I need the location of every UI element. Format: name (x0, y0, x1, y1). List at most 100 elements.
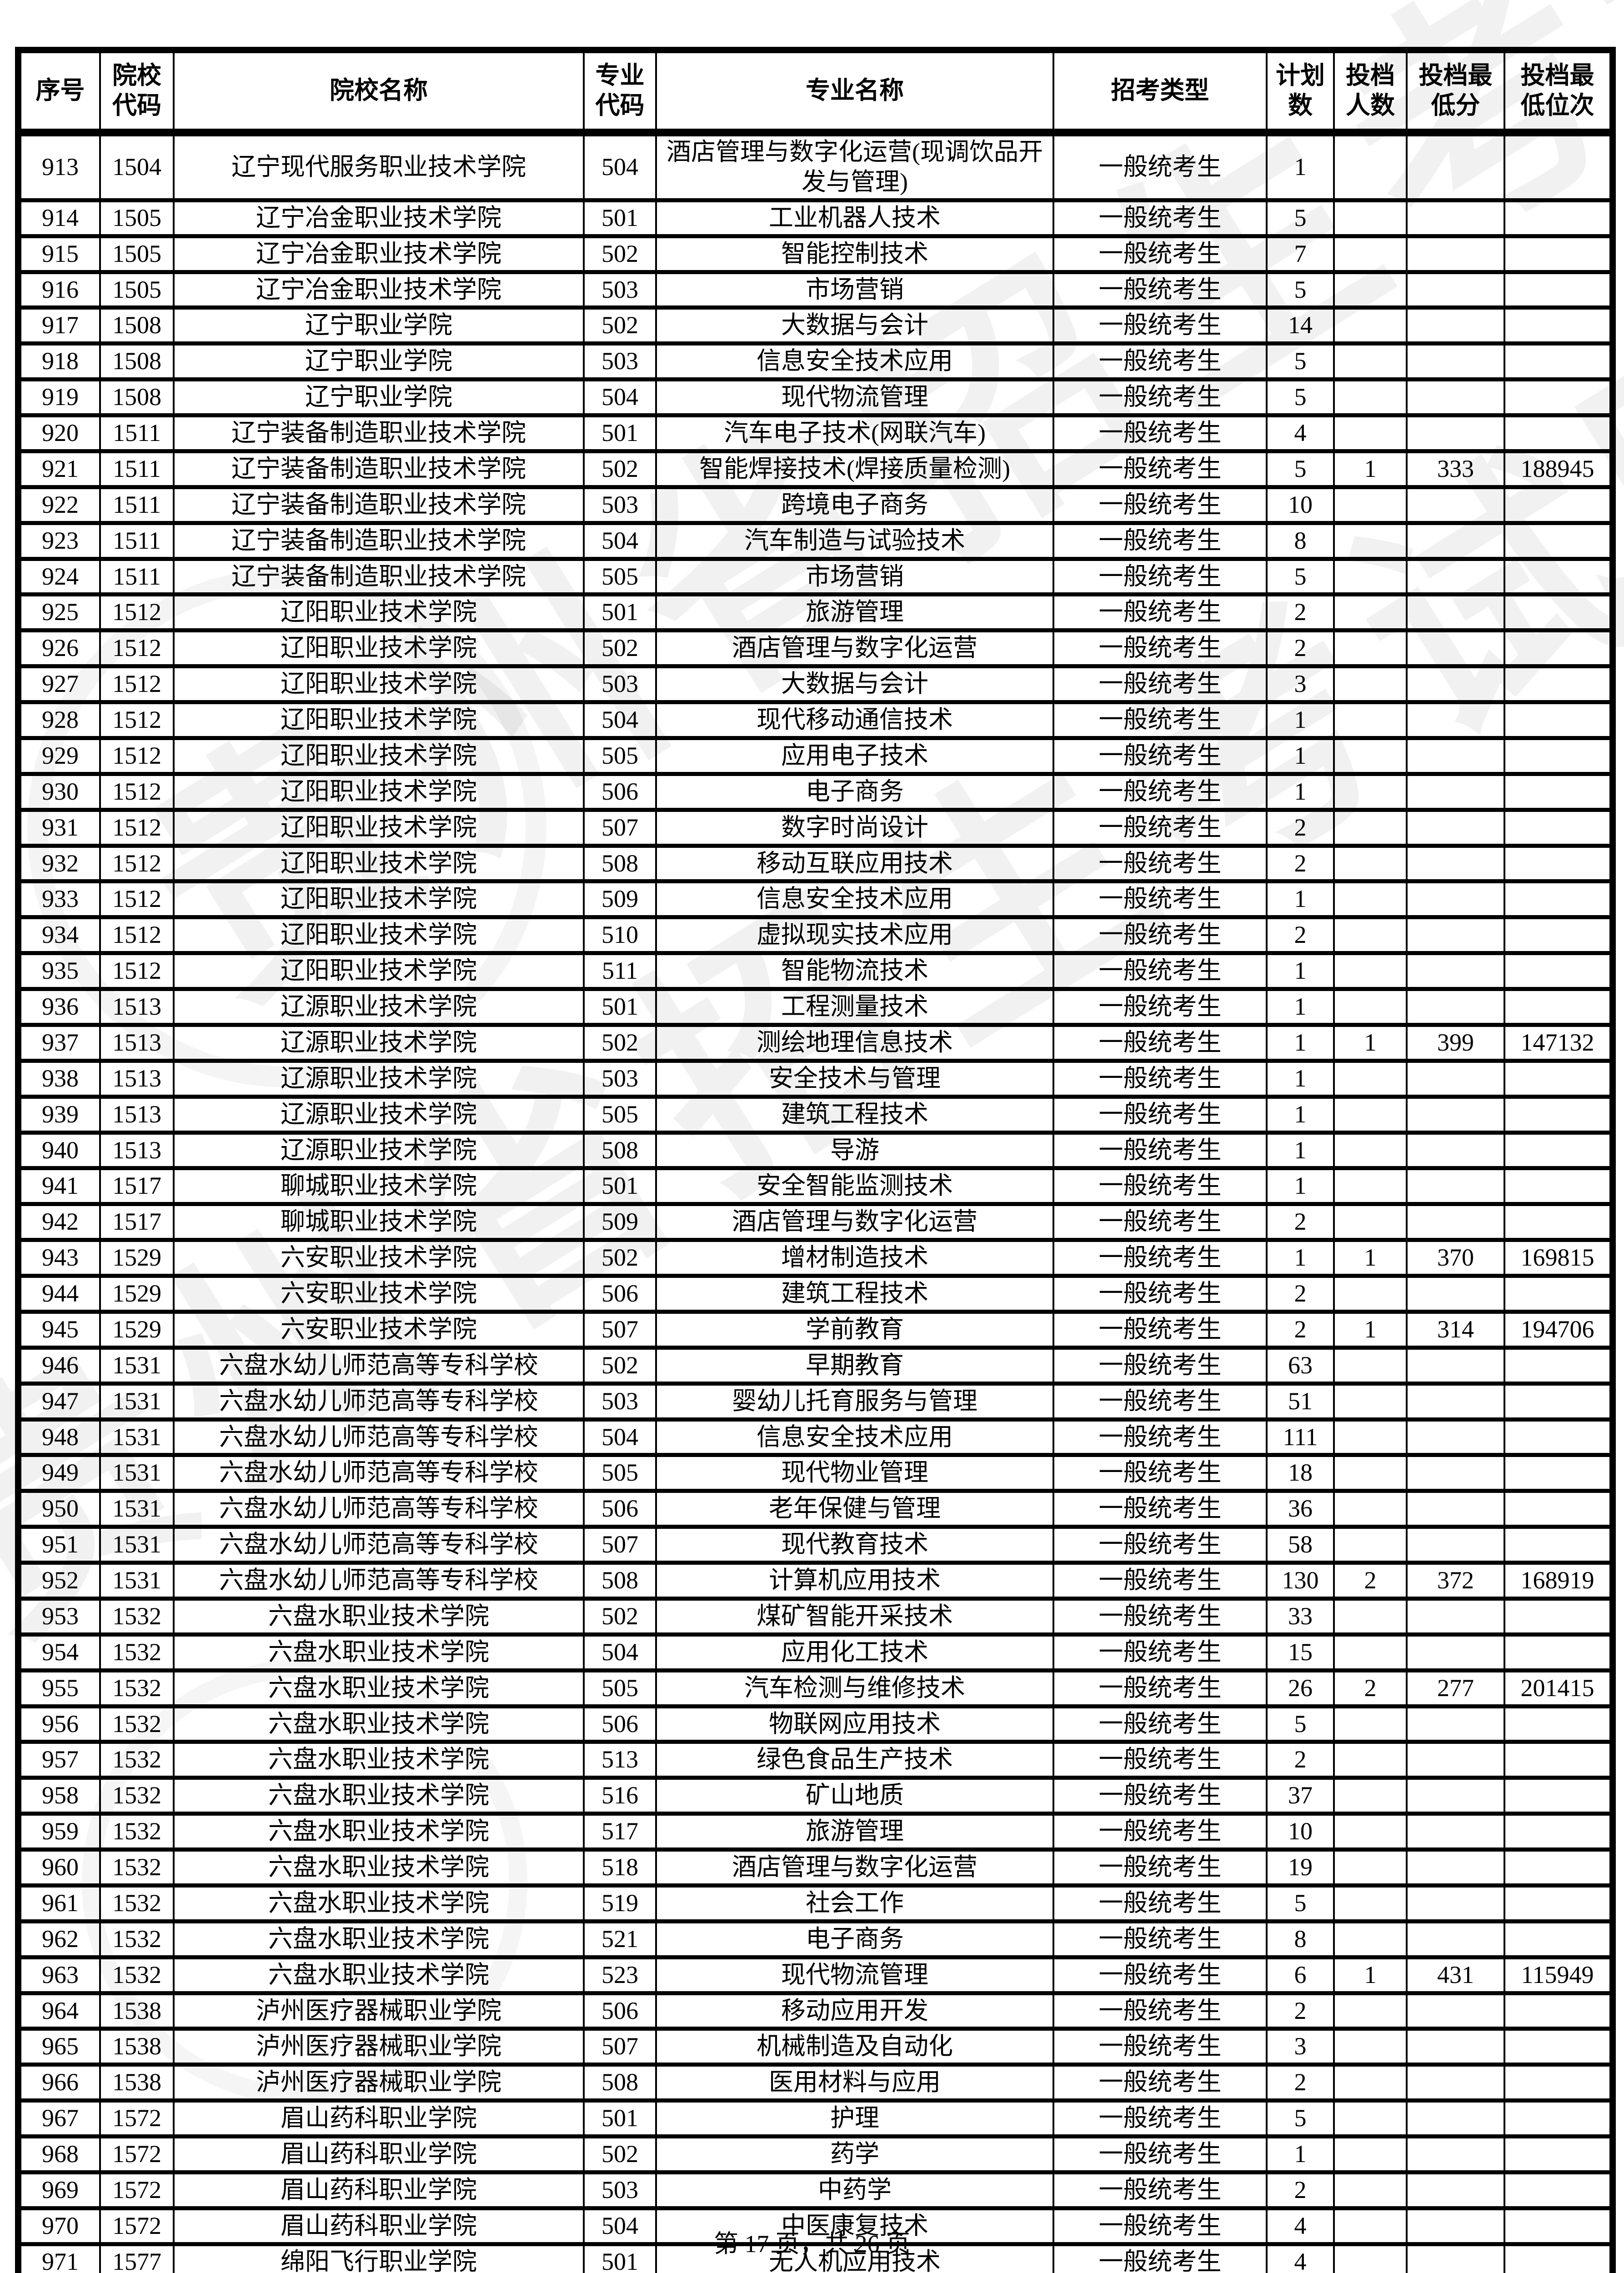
cell-major-code: 504 (583, 700, 657, 740)
cell-min-rank (1504, 592, 1614, 633)
cell-serial: 933 (17, 879, 101, 920)
cell-serial: 946 (17, 1345, 101, 1386)
cell-institution-name: 六盘水幼儿师范高等专科学校 (173, 1345, 585, 1386)
page-footer: 第 17 页，共 26 页 (714, 2230, 910, 2258)
cell-institution-name: 辽源职业技术学院 (173, 1022, 585, 1063)
cell-min-rank (1504, 879, 1614, 920)
cell-serial: 959 (17, 1812, 101, 1852)
header-min-score: 投档最低分 (1406, 48, 1505, 136)
cell-min-score (1406, 771, 1505, 812)
cell-min-score: 277 (1406, 1668, 1505, 1708)
cell-serial: 924 (17, 556, 101, 597)
cell-min-score (1406, 1058, 1505, 1099)
cell-plan-count: 2 (1266, 2170, 1335, 2210)
cell-admission-type: 一般统考生 (1053, 1058, 1268, 1099)
cell-institution-name: 辽阳职业技术学院 (173, 700, 585, 740)
cell-min-rank (1504, 2206, 1614, 2246)
cell-serial: 965 (17, 2027, 101, 2067)
cell-min-rank (1504, 1883, 1614, 1923)
cell-min-score (1406, 1919, 1505, 1959)
table-row: 924 1511 辽宁装备制造职业技术学院 505 市场营销 一般统考生 5 (17, 556, 1614, 597)
cell-min-score (1406, 951, 1505, 991)
admission-table: 序号 院校代码 院校名称 专业代码 专业名称 招考类型 计划数 投档人数 投档最… (15, 47, 1616, 2273)
cell-min-score (1406, 130, 1505, 202)
cell-filed-count (1333, 2027, 1408, 2067)
cell-filed-count (1333, 1812, 1408, 1852)
cell-min-score (1406, 1489, 1505, 1529)
cell-major-name: 智能控制技术 (655, 234, 1054, 274)
cell-plan-count: 130 (1266, 1561, 1335, 1601)
cell-min-score (1406, 1812, 1505, 1852)
cell-admission-type: 一般统考生 (1053, 234, 1268, 274)
cell-major-name: 增材制造技术 (655, 1238, 1054, 1278)
cell-institution-name: 眉山药科职业学院 (173, 2134, 585, 2174)
cell-major-name: 计算机应用技术 (655, 1561, 1054, 1601)
cell-filed-count (1333, 1058, 1408, 1099)
table-row: 919 1508 辽宁职业学院 504 现代物流管理 一般统考生 5 (17, 377, 1614, 417)
cell-plan-count: 4 (1266, 2206, 1335, 2246)
cell-filed-count (1333, 664, 1408, 704)
cell-admission-type: 一般统考生 (1053, 521, 1268, 561)
cell-serial: 923 (17, 521, 101, 561)
cell-institution-code: 1517 (99, 1202, 175, 1242)
cell-major-code: 519 (583, 1883, 657, 1923)
cell-serial: 968 (17, 2134, 101, 2174)
table-row: 931 1512 辽阳职业技术学院 507 数字时尚设计 一般统考生 2 (17, 807, 1614, 848)
table-row: 946 1531 六盘水幼儿师范高等专科学校 502 早期教育 一般统考生 63 (17, 1345, 1614, 1386)
cell-filed-count (1333, 1525, 1408, 1565)
cell-major-name: 社会工作 (655, 1883, 1054, 1923)
cell-institution-name: 眉山药科职业学院 (173, 2206, 585, 2246)
cell-plan-count: 2 (1266, 592, 1335, 633)
cell-institution-code: 1532 (99, 1632, 175, 1672)
table-row: 958 1532 六盘水职业技术学院 516 矿山地质 一般统考生 37 (17, 1776, 1614, 1816)
cell-serial: 966 (17, 2063, 101, 2103)
cell-admission-type: 一般统考生 (1053, 1991, 1268, 2031)
cell-min-rank: 168919 (1504, 1561, 1614, 1601)
cell-min-score: 314 (1406, 1309, 1505, 1350)
cell-min-score (1406, 1776, 1505, 1816)
cell-min-rank (1504, 2242, 1614, 2273)
cell-major-name: 应用化工技术 (655, 1632, 1054, 1672)
cell-major-code: 511 (583, 951, 657, 991)
cell-admission-type: 一般统考生 (1053, 1381, 1268, 1422)
cell-min-rank (1504, 1776, 1614, 1816)
cell-filed-count (1333, 1847, 1408, 1887)
cell-min-score (1406, 556, 1505, 597)
cell-major-name: 现代物流管理 (655, 1955, 1054, 1995)
cell-major-name: 跨境电子商务 (655, 485, 1054, 525)
cell-major-code: 503 (583, 270, 657, 310)
cell-plan-count: 1 (1266, 1238, 1335, 1278)
cell-min-rank (1504, 1596, 1614, 1637)
cell-filed-count (1333, 2242, 1408, 2273)
cell-admission-type: 一般统考生 (1053, 413, 1268, 453)
cell-admission-type: 一般统考生 (1053, 1704, 1268, 1744)
cell-filed-count (1333, 628, 1408, 669)
cell-institution-code: 1532 (99, 1704, 175, 1744)
table-row: 938 1513 辽源职业技术学院 503 安全技术与管理 一般统考生 1 (17, 1058, 1614, 1099)
cell-min-score (1406, 413, 1505, 453)
cell-filed-count (1333, 1632, 1408, 1672)
cell-institution-code: 1532 (99, 1955, 175, 1995)
cell-filed-count (1333, 2098, 1408, 2138)
cell-min-rank: 169815 (1504, 1238, 1614, 1278)
cell-filed-count (1333, 198, 1408, 238)
cell-plan-count: 2 (1266, 1309, 1335, 1350)
cell-institution-code: 1512 (99, 843, 175, 884)
cell-institution-name: 六盘水职业技术学院 (173, 1883, 585, 1923)
cell-institution-name: 辽源职业技术学院 (173, 1094, 585, 1135)
cell-institution-code: 1531 (99, 1489, 175, 1529)
cell-filed-count (1333, 1130, 1408, 1171)
header-plan-count: 计划数 (1266, 48, 1335, 136)
cell-serial: 929 (17, 736, 101, 776)
cell-institution-name: 辽宁冶金职业技术学院 (173, 234, 585, 274)
cell-plan-count: 3 (1266, 2027, 1335, 2067)
table-row: 922 1511 辽宁装备制造职业技术学院 503 跨境电子商务 一般统考生 1… (17, 485, 1614, 525)
cell-major-name: 护理 (655, 2098, 1054, 2138)
cell-major-code: 503 (583, 1381, 657, 1422)
cell-min-score (1406, 305, 1505, 346)
cell-institution-name: 辽阳职业技术学院 (173, 771, 585, 812)
table-row: 957 1532 六盘水职业技术学院 513 绿色食品生产技术 一般统考生 2 (17, 1740, 1614, 1780)
cell-institution-name: 辽阳职业技术学院 (173, 807, 585, 848)
cell-institution-code: 1538 (99, 1991, 175, 2031)
